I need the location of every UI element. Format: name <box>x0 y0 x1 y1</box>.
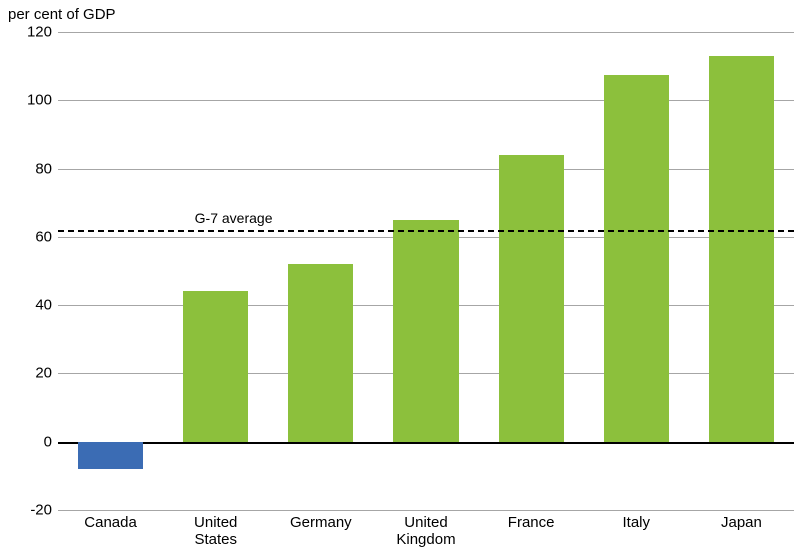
bar <box>288 264 353 442</box>
y-tick-label: 80 <box>10 160 52 177</box>
bar <box>78 442 143 469</box>
bar <box>709 56 774 442</box>
x-tick-label: Canada <box>61 514 161 531</box>
plot-area <box>58 32 794 510</box>
y-axis-title: per cent of GDP <box>8 6 116 23</box>
y-tick-label: 100 <box>10 92 52 109</box>
bar <box>183 291 248 441</box>
bar <box>393 220 458 442</box>
g7-average-line <box>58 230 794 232</box>
gridline <box>58 32 794 33</box>
x-tick-label: Italy <box>586 514 686 531</box>
y-tick-label: 120 <box>10 24 52 41</box>
debt-gdp-bar-chart: per cent of GDP -20 0 20 40 60 80 100 120 Canada… <box>0 0 800 559</box>
gridline <box>58 169 794 170</box>
x-tick-label: Japan <box>691 514 791 531</box>
x-tick-label: France <box>481 514 581 531</box>
y-tick-label: 40 <box>10 297 52 314</box>
zero-line <box>58 442 794 444</box>
x-tick-label: Germany <box>271 514 371 531</box>
y-tick-label: -20 <box>10 502 52 519</box>
gridline <box>58 100 794 101</box>
gridline <box>58 510 794 511</box>
x-tick-label: UnitedKingdom <box>376 514 476 549</box>
bar <box>604 75 669 442</box>
g7-average-label: G-7 average <box>195 210 273 226</box>
y-tick-label: 60 <box>10 228 52 245</box>
bar <box>499 155 564 442</box>
x-tick-label: UnitedStates <box>166 514 266 549</box>
y-tick-label: 20 <box>10 365 52 382</box>
y-tick-label: 0 <box>10 433 52 450</box>
